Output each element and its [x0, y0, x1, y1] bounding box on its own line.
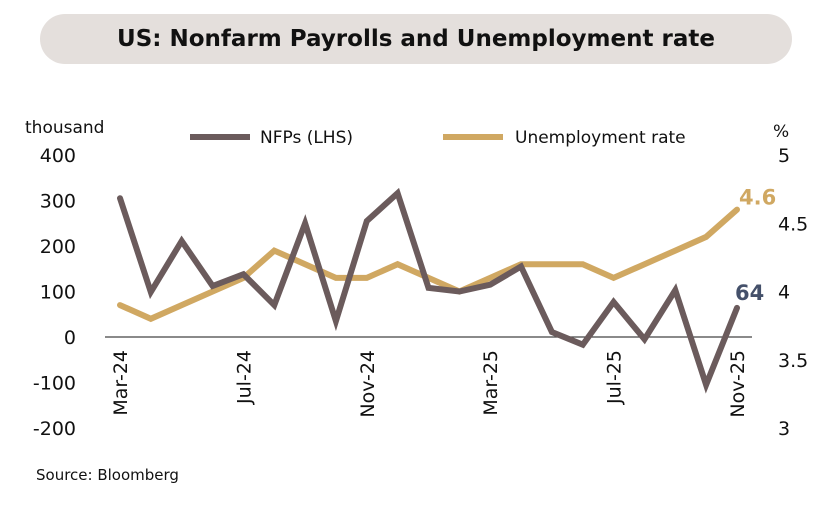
- left-tick-label: 100: [40, 282, 76, 304]
- left-tick-label: 400: [40, 145, 76, 167]
- right-tick-label: 3.5: [778, 350, 808, 372]
- source-note: Source: Bloomberg: [36, 466, 179, 484]
- x-tick-label: Nov-24: [357, 350, 379, 418]
- legend-label-nfp: NFPs (LHS): [260, 128, 353, 148]
- x-tick-label: Mar-25: [480, 350, 502, 416]
- x-tick-label: Jul-25: [604, 350, 626, 405]
- right-tick-label: 4.5: [778, 213, 808, 235]
- left-axis-label: thousand: [25, 118, 104, 138]
- left-tick-label: 200: [40, 236, 76, 258]
- x-tick-label: Mar-24: [110, 350, 132, 416]
- right-tick-label: 5: [778, 145, 790, 167]
- left-tick-label: 0: [64, 327, 76, 349]
- legend-label-unemployment: Unemployment rate: [515, 128, 686, 148]
- right-axis-label: %: [773, 122, 789, 142]
- left-tick-label: 300: [40, 191, 76, 213]
- chart-title: US: Nonfarm Payrolls and Unemployment ra…: [40, 14, 792, 64]
- left-tick-label: -200: [33, 418, 76, 440]
- x-tick-label: Jul-24: [233, 350, 255, 405]
- right-tick-label: 4: [778, 282, 790, 304]
- unemployment-end-label: 4.6: [739, 186, 776, 210]
- right-tick-label: 3: [778, 418, 790, 440]
- legend: NFPs (LHS) Unemployment rate: [190, 128, 686, 148]
- x-tick-label: Nov-25: [727, 350, 749, 418]
- nfp-line: [117, 187, 740, 394]
- left-tick-label: -100: [33, 373, 76, 395]
- nfp-end-label: 64: [735, 281, 764, 305]
